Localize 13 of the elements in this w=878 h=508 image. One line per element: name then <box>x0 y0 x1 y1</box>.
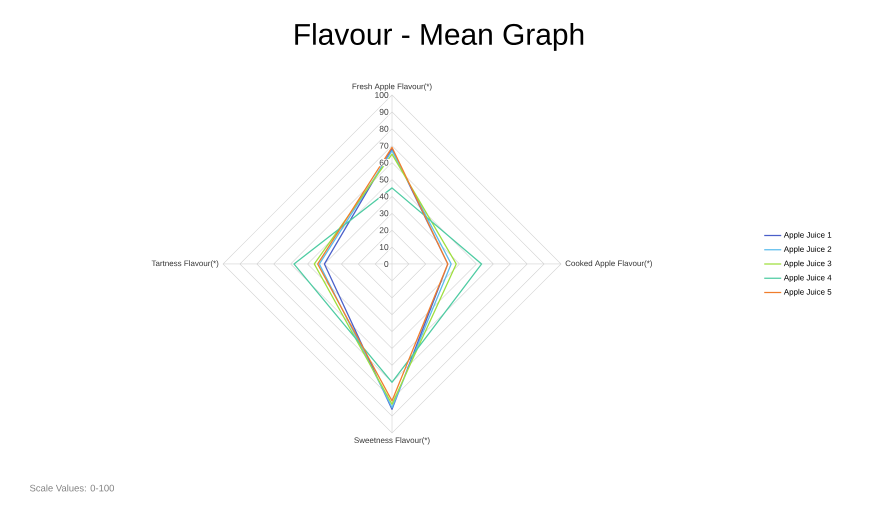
y-tick-label: 80 <box>380 126 388 132</box>
text: Scale Values: 0-100 <box>30 484 114 492</box>
y-tick-label: 20 <box>380 227 388 234</box>
chart-title: Flavour - Mean Graph <box>295 23 584 51</box>
y-tick-label: 90 <box>380 108 388 115</box>
y-tick-label: 30 <box>380 210 388 216</box>
y-tick-label: 60 <box>380 160 388 166</box>
y-tick-label: 40 <box>379 193 388 200</box>
y-tick-label: 100 <box>375 92 388 98</box>
y-tick-label: 50 <box>380 176 388 182</box>
y-tick-label: 0 <box>384 260 388 267</box>
y-tick-label: 70 <box>380 142 388 149</box>
y-tick-label: 10 <box>380 244 388 250</box>
